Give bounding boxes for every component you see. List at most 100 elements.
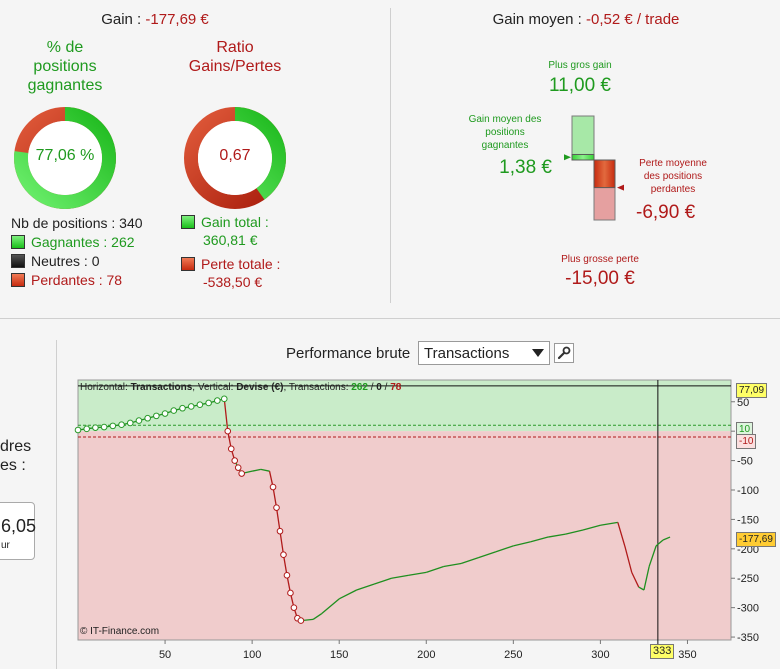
- losing-marker: [227, 445, 235, 453]
- avg-win-label-2: positions: [485, 127, 525, 138]
- gain-value: -177,69 €: [145, 11, 209, 28]
- winning-marker: [187, 403, 195, 410]
- avg-gauge: [564, 115, 624, 221]
- avg-loss-label-2: des positions: [643, 171, 703, 182]
- gain-summary: Gain : -177,69 €: [0, 11, 310, 28]
- series-segment: [643, 566, 650, 591]
- series-segment: [548, 533, 566, 538]
- gain-total-swatch: [181, 215, 195, 229]
- loss-total: Perte totale :: [181, 255, 280, 273]
- top-vertical-separator: [390, 8, 391, 303]
- losing-marker: [280, 551, 287, 559]
- loss-total-swatch: [181, 257, 195, 271]
- avg-loss-label-3: perdantes: [650, 184, 696, 195]
- ratio-title: Ratio Gains/Pertes: [165, 38, 305, 76]
- y-tick-label: 50: [737, 397, 749, 409]
- series-segment: [662, 536, 671, 541]
- y-tick-label: -250: [737, 573, 759, 585]
- series-segment: [460, 557, 479, 565]
- losing-marker: [234, 464, 242, 471]
- chevron-down-icon: [532, 349, 544, 357]
- x-tick-label: 300: [591, 649, 609, 661]
- series-segment: [617, 522, 626, 547]
- cursor-x-tag: 333: [650, 644, 675, 659]
- losing-marker: [231, 457, 239, 464]
- series-segment: [279, 531, 285, 555]
- settings-button[interactable]: [554, 343, 574, 363]
- header-neutral: 0: [376, 382, 382, 393]
- win-pct-title-line1: % de: [46, 39, 84, 56]
- positions-neutral: Neutres : 0: [11, 251, 143, 270]
- gain-total-value: 360,81 €: [203, 232, 258, 248]
- winning-marker: [126, 419, 134, 427]
- current-value-tag: -177,69: [736, 532, 776, 547]
- winning-marker: [179, 404, 186, 412]
- x-tick-label: 200: [417, 649, 435, 661]
- winning-marker: [83, 425, 91, 433]
- left-panel-text2: es :: [0, 457, 26, 474]
- winning-marker: [100, 423, 108, 431]
- threshold-neg-tag: -10: [736, 434, 757, 449]
- winning-marker: [214, 397, 221, 404]
- win-pct-title-line2: positions: [33, 58, 97, 75]
- series-segment: [391, 574, 409, 579]
- series-segment: [272, 486, 278, 508]
- x-tick-label: 150: [330, 649, 348, 661]
- avg-gain-value: -0,52 € / trade: [585, 11, 680, 28]
- series-segment: [478, 551, 497, 559]
- performance-dropdown[interactable]: Transactions: [418, 341, 550, 365]
- series-segment: [282, 554, 288, 576]
- winning-marker: [205, 399, 212, 407]
- winning-marker: [109, 422, 117, 430]
- win-pct-donut-arc: [14, 107, 116, 209]
- y-tick-label: -100: [737, 485, 759, 497]
- positions-total: Nb de positions : 340: [11, 213, 143, 232]
- left-panel-box: 6,05 ur: [0, 502, 37, 560]
- series-segment: [565, 529, 584, 535]
- win-pct-donut-hole: [28, 121, 102, 195]
- max-gain-value: 11,00 €: [549, 75, 611, 96]
- win-pct-title: % de positions gagnantes: [10, 38, 120, 95]
- ratio-value: 0,67: [219, 147, 251, 164]
- performance-title: Performance brute: [286, 345, 411, 362]
- x-tick-label: 250: [504, 649, 522, 661]
- series-segment: [321, 598, 340, 615]
- header-vertical: Devise (€): [236, 382, 284, 393]
- chart-copyright: © IT-Finance.com: [80, 626, 160, 637]
- neutral-swatch: [11, 253, 25, 268]
- series-segment: [252, 468, 261, 472]
- series-segment: [495, 545, 514, 553]
- avg-loss-arrow: [617, 184, 624, 191]
- avg-loss-value: -6,90 €: [636, 202, 696, 223]
- series-segment: [638, 586, 645, 591]
- header-sep1: /: [367, 382, 377, 393]
- performance-chart[interactable]: 500-50-100-150-200-250-300-3505010015020…: [62, 376, 780, 669]
- max-gain-label: Plus gros gain: [548, 60, 612, 71]
- performance-dropdown-value: Transactions: [424, 344, 510, 362]
- series-segment: [513, 541, 531, 547]
- left-panel-text1: dres: [0, 438, 32, 455]
- positions-losers: Perdantes : 78: [11, 270, 143, 289]
- series-segment: [260, 468, 270, 472]
- losing-marker: [238, 470, 245, 477]
- header-sep2: /: [381, 382, 391, 393]
- win-pct-value: 77,06 %: [35, 147, 95, 164]
- left-panel-value: 6,05: [1, 516, 37, 536]
- win-pct-donut: [14, 107, 116, 209]
- ratio-donut: [184, 107, 286, 209]
- totals-legend: Gain total : 360,81 € Perte totale : -53…: [181, 213, 280, 291]
- winners-label: Gagnantes : 262: [31, 233, 135, 250]
- neutral-label: Neutres : 0: [31, 252, 100, 269]
- positions-winners: Gagnantes : 262: [11, 232, 143, 251]
- series-segment: [223, 398, 229, 432]
- avg-loss-label-1: Perte moyenne: [639, 158, 707, 169]
- ratio-donut-arc: [184, 107, 286, 209]
- winners-swatch: [11, 234, 25, 249]
- header-prefix: Horizontal:: [80, 382, 131, 393]
- chart-negative-zone: [78, 431, 731, 640]
- positions-total-label: Nb de positions : 340: [11, 214, 143, 231]
- series-segment: [312, 612, 323, 620]
- losing-marker: [283, 571, 291, 579]
- losing-marker: [297, 617, 305, 624]
- series-segment: [426, 565, 444, 573]
